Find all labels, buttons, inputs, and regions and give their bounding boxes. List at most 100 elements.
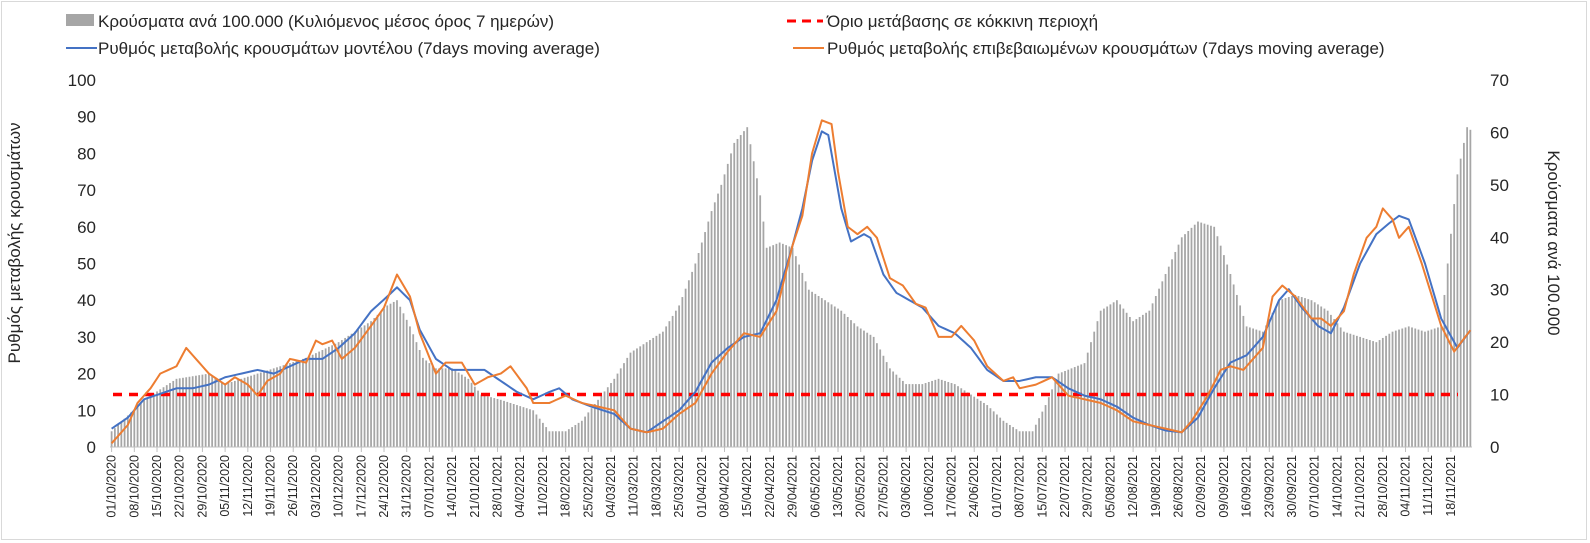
- case-bar: [240, 378, 243, 447]
- legend: Κρούσματα ανά 100.000 (Κυλιόμενος μέσος …: [66, 12, 1385, 58]
- case-bar: [457, 372, 460, 447]
- case-bar: [571, 427, 573, 447]
- case-bar: [165, 385, 168, 447]
- case-bar: [1083, 363, 1086, 447]
- case-bar: [846, 316, 849, 447]
- legend-label-cases: Κρούσματα ανά 100.000 (Κυλιόμενος μέσος …: [98, 12, 554, 31]
- case-bar: [895, 374, 898, 447]
- legend-item-cases: Κρούσματα ανά 100.000 (Κυλιόμενος μέσος …: [66, 12, 554, 31]
- case-bar: [1372, 341, 1374, 447]
- case-bar: [1167, 266, 1170, 447]
- x-tick-label: 25/02/2021: [581, 455, 595, 518]
- case-bar: [1443, 294, 1446, 447]
- case-bar: [230, 381, 233, 447]
- case-bar: [224, 384, 227, 447]
- case-bar: [1355, 335, 1358, 447]
- case-bar: [1271, 312, 1274, 447]
- case-bar: [1310, 300, 1313, 447]
- case-bar: [1096, 321, 1099, 447]
- case-bar: [1057, 373, 1060, 447]
- case-bar: [399, 306, 402, 447]
- case-bar: [898, 377, 901, 447]
- case-bar: [357, 329, 359, 447]
- case-bar: [308, 356, 311, 447]
- case-bar: [279, 366, 282, 447]
- case-bar: [360, 327, 363, 447]
- case-bar: [422, 357, 424, 447]
- case-bar: [1116, 300, 1118, 447]
- case-bar: [973, 396, 976, 447]
- case-bar: [499, 399, 502, 447]
- case-bar: [256, 373, 259, 447]
- x-tick-label: 15/10/2020: [150, 455, 164, 518]
- case-bar: [220, 381, 223, 447]
- case-bar: [1151, 303, 1154, 447]
- case-bar: [889, 368, 891, 447]
- case-bar: [454, 370, 457, 447]
- y-right-tick-label: 30: [1490, 281, 1509, 300]
- x-tick-label: 08/10/2020: [127, 455, 141, 518]
- case-bar: [1255, 329, 1258, 447]
- case-bar: [567, 429, 570, 447]
- case-bar: [778, 242, 781, 447]
- case-bar: [1141, 314, 1144, 447]
- x-tick-label: 15/07/2021: [1035, 455, 1049, 518]
- case-bar: [477, 390, 479, 447]
- case-bar: [924, 383, 927, 447]
- case-bar: [506, 401, 509, 447]
- case-bar: [412, 334, 415, 447]
- x-tick-label: 17/06/2021: [945, 455, 959, 518]
- case-bar: [872, 336, 875, 447]
- case-bar: [882, 355, 885, 447]
- x-tick-label: 27/05/2021: [876, 455, 890, 518]
- case-bar: [1411, 327, 1413, 447]
- case-bar: [1252, 328, 1254, 447]
- case-bar: [302, 358, 304, 447]
- case-bar: [1132, 321, 1135, 447]
- case-bar: [733, 142, 736, 447]
- case-bar: [1446, 263, 1449, 447]
- case-bar: [752, 161, 755, 447]
- case-bar: [681, 297, 684, 447]
- case-bar: [1239, 305, 1242, 447]
- case-bar: [110, 431, 113, 447]
- case-bar: [1229, 273, 1232, 447]
- case-bar: [1015, 429, 1018, 447]
- case-bar: [464, 376, 466, 447]
- x-tick-label: 29/07/2021: [1081, 455, 1095, 518]
- case-bar: [285, 364, 288, 447]
- case-bar: [1437, 327, 1439, 447]
- case-bar: [237, 379, 239, 447]
- case-bar: [525, 408, 528, 447]
- case-bar: [970, 394, 972, 447]
- case-bar: [435, 368, 437, 447]
- case-bar: [782, 243, 784, 447]
- x-tick-label: 20/05/2021: [854, 455, 868, 518]
- x-tick-label: 24/06/2021: [967, 455, 981, 518]
- case-bar: [211, 375, 214, 447]
- case-bar: [1223, 255, 1225, 447]
- case-bar: [665, 326, 668, 447]
- case-bar: [590, 408, 593, 447]
- case-bar: [746, 127, 749, 447]
- case-bar: [470, 382, 473, 447]
- legend-item-confirmed: Ρυθμός μεταβολής επιβεβαιωμένων κρουσμάτ…: [793, 39, 1385, 58]
- case-bar: [710, 211, 713, 447]
- case-bar: [113, 428, 116, 447]
- x-tick-label: 10/06/2021: [922, 455, 936, 518]
- case-bar: [957, 386, 959, 447]
- case-bar: [863, 330, 865, 447]
- x-tick-label: 29/10/2020: [195, 455, 209, 518]
- case-bar: [950, 383, 953, 447]
- case-bar: [1125, 312, 1128, 447]
- x-tick-label: 03/12/2020: [309, 455, 323, 518]
- case-bar: [1034, 424, 1037, 447]
- case-bar: [1232, 284, 1235, 447]
- y-left-tick-label: 50: [77, 255, 96, 274]
- case-bar: [691, 271, 693, 447]
- case-bar: [1297, 296, 1300, 447]
- case-bar: [1453, 204, 1456, 447]
- case-bar: [191, 376, 194, 447]
- case-bar: [545, 427, 548, 447]
- case-bar: [139, 402, 142, 447]
